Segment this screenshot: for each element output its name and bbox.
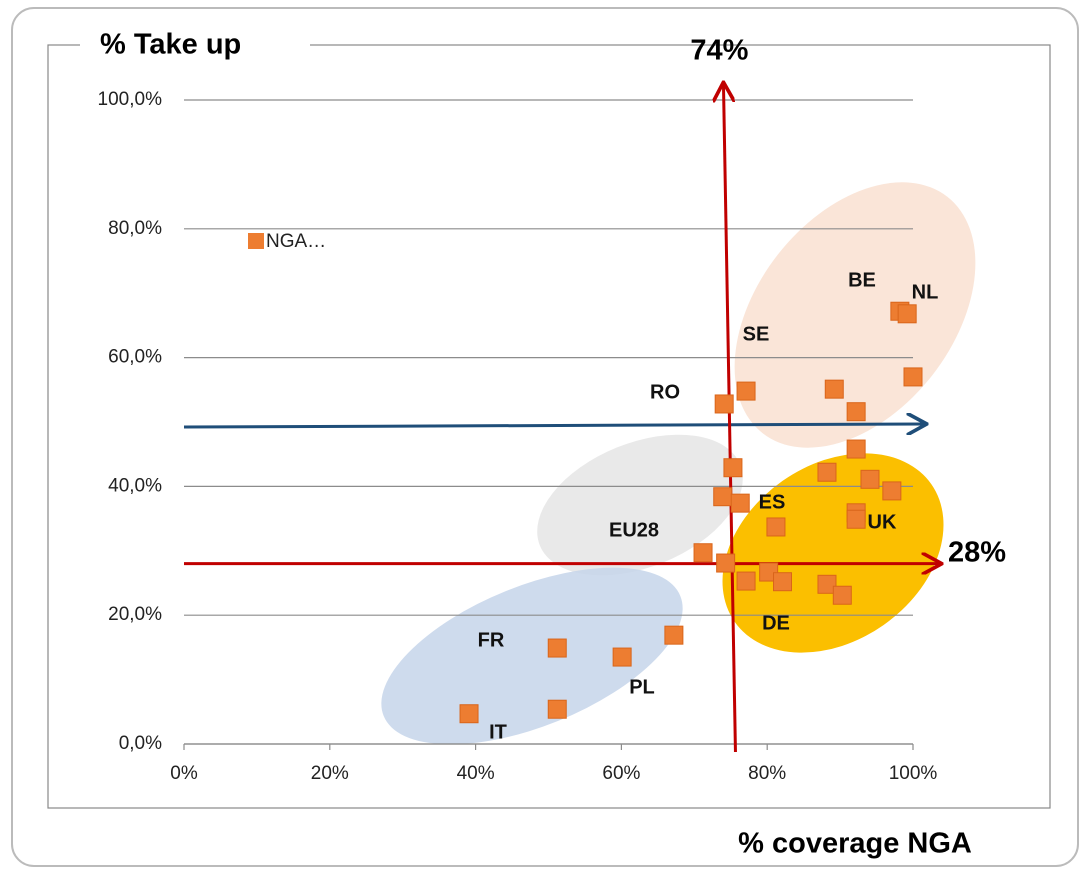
group-ellipse <box>722 453 944 653</box>
point <box>903 367 923 387</box>
point <box>736 381 756 401</box>
y-tick-label: 40,0% <box>108 475 162 496</box>
group-label: PL <box>629 676 655 698</box>
group-label: UK <box>868 511 897 533</box>
group-ellipse <box>381 567 683 745</box>
group-label: IT <box>489 721 507 743</box>
reference-label: 28% <box>948 536 1006 568</box>
x-tick-label: 80% <box>748 763 786 784</box>
reference-line <box>723 84 737 753</box>
legend-label: NGA… <box>266 231 326 252</box>
y-tick-label: 0,0% <box>119 733 162 754</box>
point <box>882 481 902 501</box>
group-label: SE <box>743 323 770 345</box>
y-tick-label: 100,0% <box>98 89 163 110</box>
y-tick-label: 20,0% <box>108 604 162 625</box>
x-tick-label: 0% <box>170 763 198 784</box>
point <box>547 638 567 658</box>
point <box>713 487 733 507</box>
frame <box>11 7 1079 867</box>
point <box>459 704 479 724</box>
reference-label: 74% <box>690 35 748 67</box>
point <box>817 574 837 594</box>
group-label: FR <box>478 629 505 651</box>
point <box>897 304 917 324</box>
point <box>832 585 852 605</box>
point <box>773 572 793 592</box>
chart-area <box>47 44 1051 809</box>
x-tick-label: 40% <box>457 763 495 784</box>
y-tick-label: 60,0% <box>108 347 162 368</box>
point <box>860 469 880 489</box>
group-label: DE <box>762 612 790 634</box>
point <box>824 379 844 399</box>
group-label: RO <box>650 381 680 403</box>
point <box>846 402 866 422</box>
point <box>723 458 743 478</box>
point <box>547 699 567 719</box>
point <box>714 394 734 414</box>
point <box>716 553 736 573</box>
y-axis-title: % Take up <box>100 29 241 61</box>
x-tick-label: 60% <box>602 763 640 784</box>
point <box>817 462 837 482</box>
point <box>846 509 866 529</box>
group-ellipse <box>537 434 743 576</box>
point <box>693 543 713 563</box>
point <box>664 625 684 645</box>
x-tick-label: 20% <box>311 763 349 784</box>
point <box>846 439 866 459</box>
point <box>612 647 632 667</box>
point <box>766 517 786 537</box>
arrow <box>183 424 925 427</box>
legend-marker <box>248 233 264 249</box>
group-label: NL <box>912 281 939 303</box>
group-label: EU28 <box>609 519 659 541</box>
x-tick-label: 100% <box>889 763 938 784</box>
group-label: BE <box>848 269 876 291</box>
group-label: ES <box>759 491 786 513</box>
point <box>736 571 756 591</box>
title-bg <box>80 28 310 62</box>
y-tick-label: 80,0% <box>108 218 162 239</box>
x-axis-title: % coverage NGA <box>738 828 972 860</box>
point <box>730 493 750 513</box>
